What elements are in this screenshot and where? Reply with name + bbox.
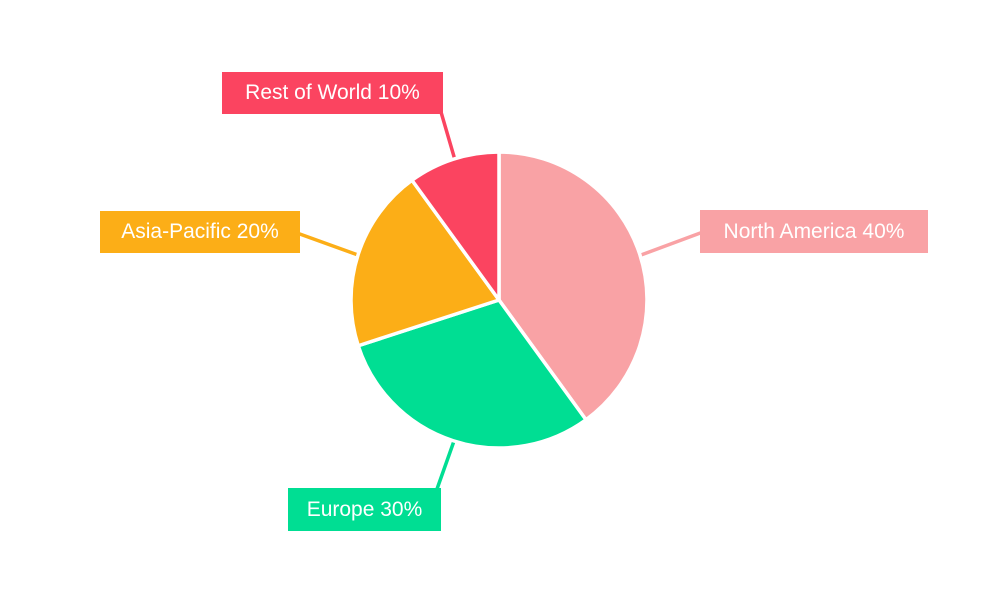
leader-line-asia-pacific [295, 231, 360, 257]
leader-line-europe [435, 439, 456, 491]
pie-slices [349, 150, 649, 450]
pie-slice-rest-of-world[interactable] [410, 150, 501, 302]
pie-slice-asia-pacific[interactable] [349, 178, 501, 348]
leader-line-rest-of-world [439, 110, 457, 162]
leader-lines [295, 110, 705, 491]
slice-label-north-america: North America 40% [700, 210, 928, 253]
pie-slice-europe[interactable] [356, 298, 588, 450]
leader-line-north-america [639, 230, 705, 257]
pie-slice-north-america[interactable] [497, 150, 649, 422]
slice-label-asia-pacific: Asia-Pacific 20% [100, 211, 300, 253]
slice-label-europe: Europe 30% [288, 488, 441, 531]
slice-label-rest-of-world: Rest of World 10% [222, 72, 443, 114]
